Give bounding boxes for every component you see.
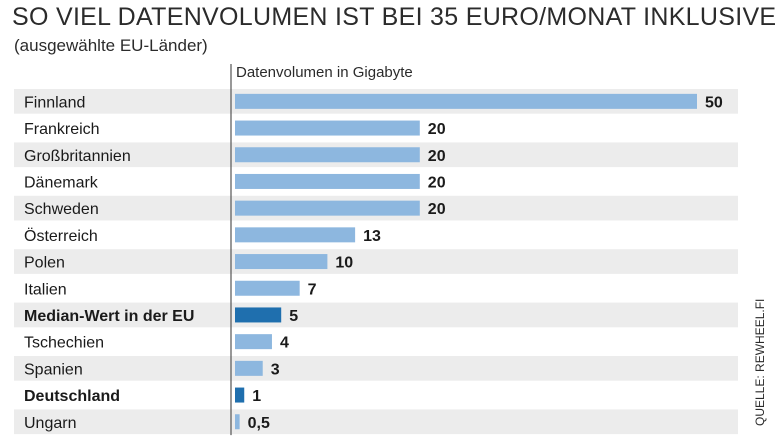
row-stripe <box>14 409 738 435</box>
category-label: Polen <box>24 255 65 272</box>
bar <box>235 93 697 109</box>
data-label: 5 <box>289 308 298 325</box>
category-label: Großbritannien <box>24 148 131 165</box>
data-label: 20 <box>428 201 446 218</box>
bar <box>235 173 420 189</box>
chart-title: SO VIEL DATENVOLUMEN IST BEI 35 EURO/MON… <box>12 3 777 31</box>
category-label: Dänemark <box>24 174 99 191</box>
data-label: 20 <box>428 121 446 138</box>
data-label: 3 <box>271 361 280 378</box>
category-label: Italien <box>24 281 67 298</box>
category-label: Schweden <box>24 201 99 218</box>
bar <box>235 334 272 350</box>
bar <box>235 414 240 430</box>
category-label: Deutschland <box>24 388 120 405</box>
row-stripe <box>14 249 738 274</box>
row-stripe <box>14 356 738 381</box>
bar <box>235 360 263 376</box>
data-label: 20 <box>428 148 446 165</box>
bar <box>235 227 356 243</box>
category-label: Österreich <box>24 227 98 245</box>
bar <box>235 147 420 163</box>
data-label: 7 <box>308 281 317 298</box>
row-stripe <box>14 302 738 328</box>
data-label: 13 <box>363 228 381 245</box>
bar <box>235 280 300 296</box>
data-label: 1 <box>252 388 261 405</box>
category-label: Spanien <box>24 361 83 378</box>
bar <box>235 200 420 216</box>
bar <box>235 254 328 270</box>
category-label: Median-Wert in der EU <box>24 308 194 325</box>
category-label: Finnland <box>24 94 85 111</box>
data-label: 50 <box>705 94 723 111</box>
data-label: 20 <box>428 174 446 191</box>
bar <box>235 387 245 403</box>
bar <box>235 120 420 136</box>
x-axis-title: Datenvolumen in Gigabyte <box>236 64 413 81</box>
category-label: Tschechien <box>24 335 104 352</box>
data-label: 0,5 <box>248 415 270 432</box>
bar <box>235 307 282 323</box>
data-label: 10 <box>335 255 353 272</box>
category-label: Ungarn <box>24 415 76 432</box>
data-label: 4 <box>280 335 289 352</box>
category-label: Frankreich <box>24 121 100 138</box>
chart-subtitle: (ausgewählte EU-Länder) <box>14 36 208 55</box>
